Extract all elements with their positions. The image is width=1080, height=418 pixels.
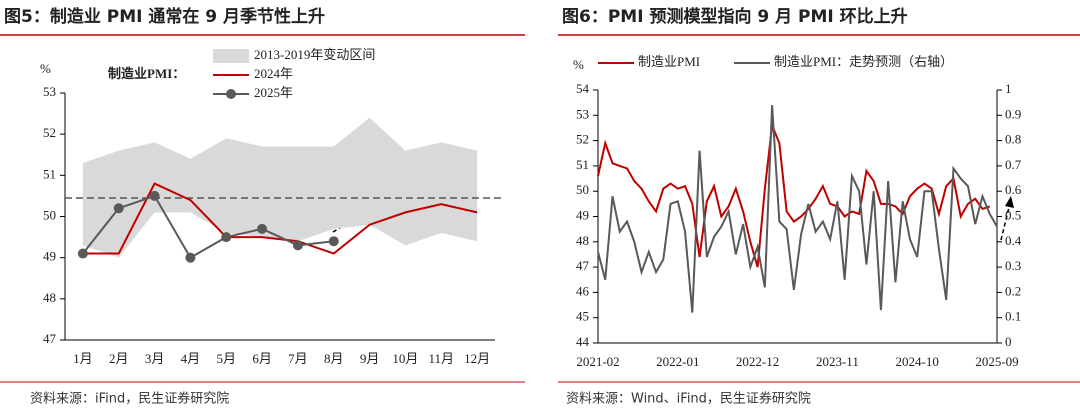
y-tick-label: 50: [43, 207, 56, 222]
y-tick-label: 53: [43, 84, 56, 99]
y2-tick-label: 0.9: [1005, 106, 1021, 121]
y-tick-label: 54: [576, 81, 590, 96]
x-tick-label: 2024-10: [896, 354, 939, 369]
y-tick-label: 44: [576, 334, 590, 349]
x-tick-label: 11月: [428, 351, 454, 366]
y2-tick-label: 0.3: [1005, 258, 1021, 273]
y-tick-label: 48: [576, 233, 589, 248]
legend-label: 2013-2019年变动区间: [254, 47, 375, 62]
y-tick-label: 47: [576, 258, 590, 273]
y2-tick-label: 0.4: [1005, 233, 1022, 248]
x-tick-label: 8月: [324, 351, 344, 366]
x-tick-label: 2023-11: [816, 354, 859, 369]
x-tick-label: 2022-01: [656, 354, 699, 369]
x-tick-label: 2025-09: [975, 354, 1018, 369]
x-tick-label: 2021-02: [576, 354, 619, 369]
series-marker: [257, 223, 268, 234]
x-tick-label: 6月: [252, 351, 272, 366]
y-tick-label: 49: [43, 249, 56, 264]
y-tick-label: 45: [576, 309, 589, 324]
chart-title: 图6：PMI 预测模型指向 9 月 PMI 环比上升: [562, 6, 908, 27]
legend-label: 2025年: [254, 85, 293, 100]
x-tick-label: 12月: [464, 351, 490, 366]
x-tick-label: 7月: [288, 351, 308, 366]
y-tick-label: 53: [576, 106, 589, 121]
legend-label: 2024年: [254, 66, 293, 81]
x-tick-label: 5月: [216, 351, 236, 366]
legend-title: 制造业PMI：: [108, 66, 185, 81]
chart-title: 图5：制造业 PMI 通常在 9 月季节性上升: [4, 6, 325, 27]
y2-tick-label: 0.8: [1005, 132, 1021, 147]
series-line: [82, 182, 478, 255]
series-marker: [113, 203, 124, 214]
legend-label: 制造业PMI：走势预测（右轴）: [774, 54, 953, 69]
y2-tick-label: 0: [1005, 334, 1012, 349]
y2-tick-label: 0.2: [1005, 283, 1021, 298]
x-tick-label: 3月: [145, 351, 165, 366]
legend-swatch: [213, 49, 249, 63]
series-line: [597, 125, 991, 268]
legend-marker: [226, 89, 236, 99]
y2-tick-label: 0.7: [1005, 157, 1022, 172]
y-tick-label: 51: [576, 157, 589, 172]
x-tick-label: 2月: [109, 351, 129, 366]
y2-tick-label: 0.6: [1005, 182, 1022, 197]
series-marker: [328, 236, 339, 247]
series-marker: [149, 190, 160, 201]
y2-tick-label: 0.1: [1005, 309, 1021, 324]
series-line: [597, 105, 998, 313]
legend-label: 制造业PMI: [638, 54, 700, 69]
y2-tick-label: 0.5: [1005, 207, 1021, 222]
y-axis-label: %: [573, 57, 584, 72]
series-marker: [185, 252, 196, 263]
series-marker: [77, 248, 88, 259]
x-tick-label: 2022-12: [736, 354, 779, 369]
series-marker: [221, 232, 232, 243]
y-tick-label: 52: [576, 132, 589, 147]
y-tick-label: 46: [576, 283, 590, 298]
series-marker: [292, 240, 303, 251]
y-axis-label: %: [40, 61, 51, 76]
x-tick-label: 10月: [392, 351, 418, 366]
y-tick-label: 52: [43, 125, 56, 140]
x-tick-label: 9月: [360, 351, 380, 366]
source: 资料来源：Wind、iFind，民生证券研究院: [566, 391, 811, 407]
y-tick-label: 50: [576, 182, 589, 197]
y2-tick-label: 1: [1005, 81, 1012, 96]
y-tick-label: 51: [43, 166, 56, 181]
source: 资料来源：iFind，民生证券研究院: [30, 391, 229, 407]
y-tick-label: 47: [43, 331, 57, 346]
x-tick-label: 4月: [181, 351, 201, 366]
series-line: [82, 194, 334, 260]
x-tick-label: 1月: [73, 351, 93, 366]
y-tick-label: 48: [43, 290, 56, 305]
y-tick-label: 49: [576, 207, 589, 222]
